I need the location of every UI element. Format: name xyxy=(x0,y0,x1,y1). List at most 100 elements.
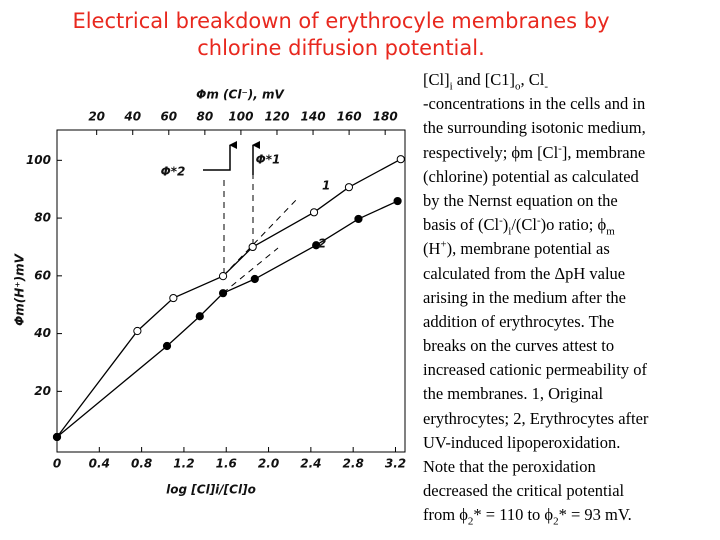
y-tick-label: 40 xyxy=(33,326,51,340)
caption-line: [Cl]i and [C1]o, Cl- xyxy=(423,68,648,92)
plot-frame xyxy=(56,129,406,453)
x2-tick-label: 100 xyxy=(228,110,253,124)
caption-text: from ϕ xyxy=(423,505,468,525)
caption-text: - xyxy=(499,214,503,227)
x-tick-label: 0.4 xyxy=(89,457,110,471)
caption-text: 2 xyxy=(467,515,474,528)
caption-text: addition of erythrocytes. The xyxy=(423,311,615,331)
x2-tick-label: 20 xyxy=(88,110,105,124)
x2-tick-label: 180 xyxy=(373,110,398,124)
caption-line: basis of (Cl-)i/(Cl-)o ratio; ϕm xyxy=(423,213,648,237)
caption-text: [Cl] xyxy=(423,70,450,89)
y-tick-label: 60 xyxy=(34,268,51,282)
caption-text: )o ratio; ϕ xyxy=(540,215,607,235)
caption-line: from ϕ2* = 110 to ϕ2* = 93 mV. xyxy=(423,503,648,527)
caption-line: addition of erythrocytes. The xyxy=(423,310,648,334)
caption-line: erythrocytes; 2, Erythrocytes after xyxy=(423,407,648,431)
caption-text: ), membrane potential as xyxy=(446,239,610,259)
data-point xyxy=(309,208,319,217)
x-tick-label: 2.4 xyxy=(300,457,321,471)
extrapolation xyxy=(222,197,299,277)
x2-tick-label: 140 xyxy=(301,110,326,124)
data-point xyxy=(312,241,321,250)
x2-tick-label: 60 xyxy=(160,110,177,124)
caption-text: /(Cl xyxy=(511,215,537,235)
data-point xyxy=(162,341,172,351)
title: Electrical breakdown of erythrocyle memb… xyxy=(0,8,682,62)
caption-text: i xyxy=(449,80,453,93)
caption-text: m xyxy=(606,225,615,238)
x2-tick-label: 40 xyxy=(123,110,141,124)
data-point xyxy=(218,289,228,298)
y-tick-label: 100 xyxy=(26,153,51,167)
data-point xyxy=(344,183,354,192)
caption-text: ) xyxy=(502,215,509,235)
caption-line: arising in the medium after the xyxy=(423,286,648,310)
caption-line: by the Nernst equation on the xyxy=(423,189,648,213)
series-line xyxy=(56,200,398,438)
caption-line: UV-induced lipoperoxidation. xyxy=(423,431,648,455)
data-point xyxy=(250,274,259,284)
caption-text: and [C1] xyxy=(452,70,515,89)
x-tick-label: 2.0 xyxy=(258,457,279,471)
x-axis-label: log [Cl]i/[Cl]o xyxy=(166,483,256,497)
caption-text: - xyxy=(544,80,548,93)
x-tick-label: 1.2 xyxy=(173,457,194,471)
caption-text: decreased the critical potential xyxy=(423,481,625,501)
caption-line: breaks on the curves attest to xyxy=(423,334,648,358)
caption-text: breaks on the curves attest to xyxy=(423,336,615,356)
caption-text: UV-induced lipoperoxidation. xyxy=(423,432,621,452)
caption-line: -concentrations in the cells and in xyxy=(423,92,648,116)
caption-line: (H+), membrane potential as xyxy=(423,237,648,261)
y-tick-label: 20 xyxy=(34,384,51,398)
caption-text: increased cationic permeability of xyxy=(423,360,648,380)
y-axis-label: Φm(H⁺)mV xyxy=(13,252,27,326)
caption-text: (H xyxy=(423,239,441,259)
chart: 0 0.4 0.8 1.2 1.6 2.0 2.4 2.8 3.220 40 60 80 100 120 1… xyxy=(13,88,407,497)
extrapolation xyxy=(222,247,279,294)
x2-tick-label: 160 xyxy=(337,110,362,124)
caption-text: * = 93 mV. xyxy=(558,505,632,525)
caption-text: the membranes. 1, Original xyxy=(423,384,604,404)
x-tick-label: 3.2 xyxy=(385,457,406,471)
caption-text: i xyxy=(508,225,512,238)
caption-text: arising in the medium after the xyxy=(423,287,626,307)
caption-text: respectively; ϕm [Cl xyxy=(423,142,559,162)
caption-text: (chlorine) potential as calculated xyxy=(423,166,639,186)
annotation: Φ*1 xyxy=(256,153,281,167)
caption-line: calculated from the ΔpH value xyxy=(423,262,648,286)
caption-text: * = 110 to ϕ xyxy=(473,505,554,525)
data-point xyxy=(169,293,178,303)
caption-text: Note that the peroxidation xyxy=(423,457,596,476)
caption-text: calculated from the ΔpH value xyxy=(423,263,626,283)
caption-text: o xyxy=(514,80,521,93)
series-line xyxy=(56,158,402,438)
caption-text: + xyxy=(440,238,447,251)
x2-tick-label: 120 xyxy=(264,110,289,124)
data-point xyxy=(354,214,363,224)
data-point xyxy=(52,432,62,442)
caption-line: (chlorine) potential as calculated xyxy=(423,165,648,189)
caption-text: , Cl xyxy=(520,70,545,89)
x2-tick-label: 80 xyxy=(197,110,214,124)
x2-axis-label: Φm (Cl⁻), mV xyxy=(196,88,285,102)
data-point xyxy=(195,312,204,321)
title-line: Electrical breakdown of erythrocyle memb… xyxy=(72,9,610,33)
caption-text: the surrounding isotonic medium, xyxy=(423,118,646,138)
caption-line: the membranes. 1, Original xyxy=(423,382,648,406)
caption-text: ], membrane xyxy=(561,142,646,162)
caption: [Cl]i and [C1]o, Cl- -concentrations in t… xyxy=(423,68,648,528)
x-tick-label: 0.8 xyxy=(131,457,152,471)
y-tick-label: 80 xyxy=(34,211,51,225)
caption-text: erythrocytes; 2, Erythrocytes after xyxy=(423,408,649,428)
caption-text: - xyxy=(537,214,541,227)
data-point xyxy=(218,272,228,281)
data-point xyxy=(393,196,402,206)
caption-line: respectively; ϕm [Cl-], membrane xyxy=(423,141,648,165)
caption-text: basis of (Cl xyxy=(423,215,500,235)
data-point xyxy=(248,242,257,252)
caption-line: increased cationic permeability of xyxy=(423,358,648,382)
caption-text: -concentrations in the cells and in xyxy=(423,94,646,114)
caption-line: Note that the peroxidation xyxy=(423,455,648,479)
